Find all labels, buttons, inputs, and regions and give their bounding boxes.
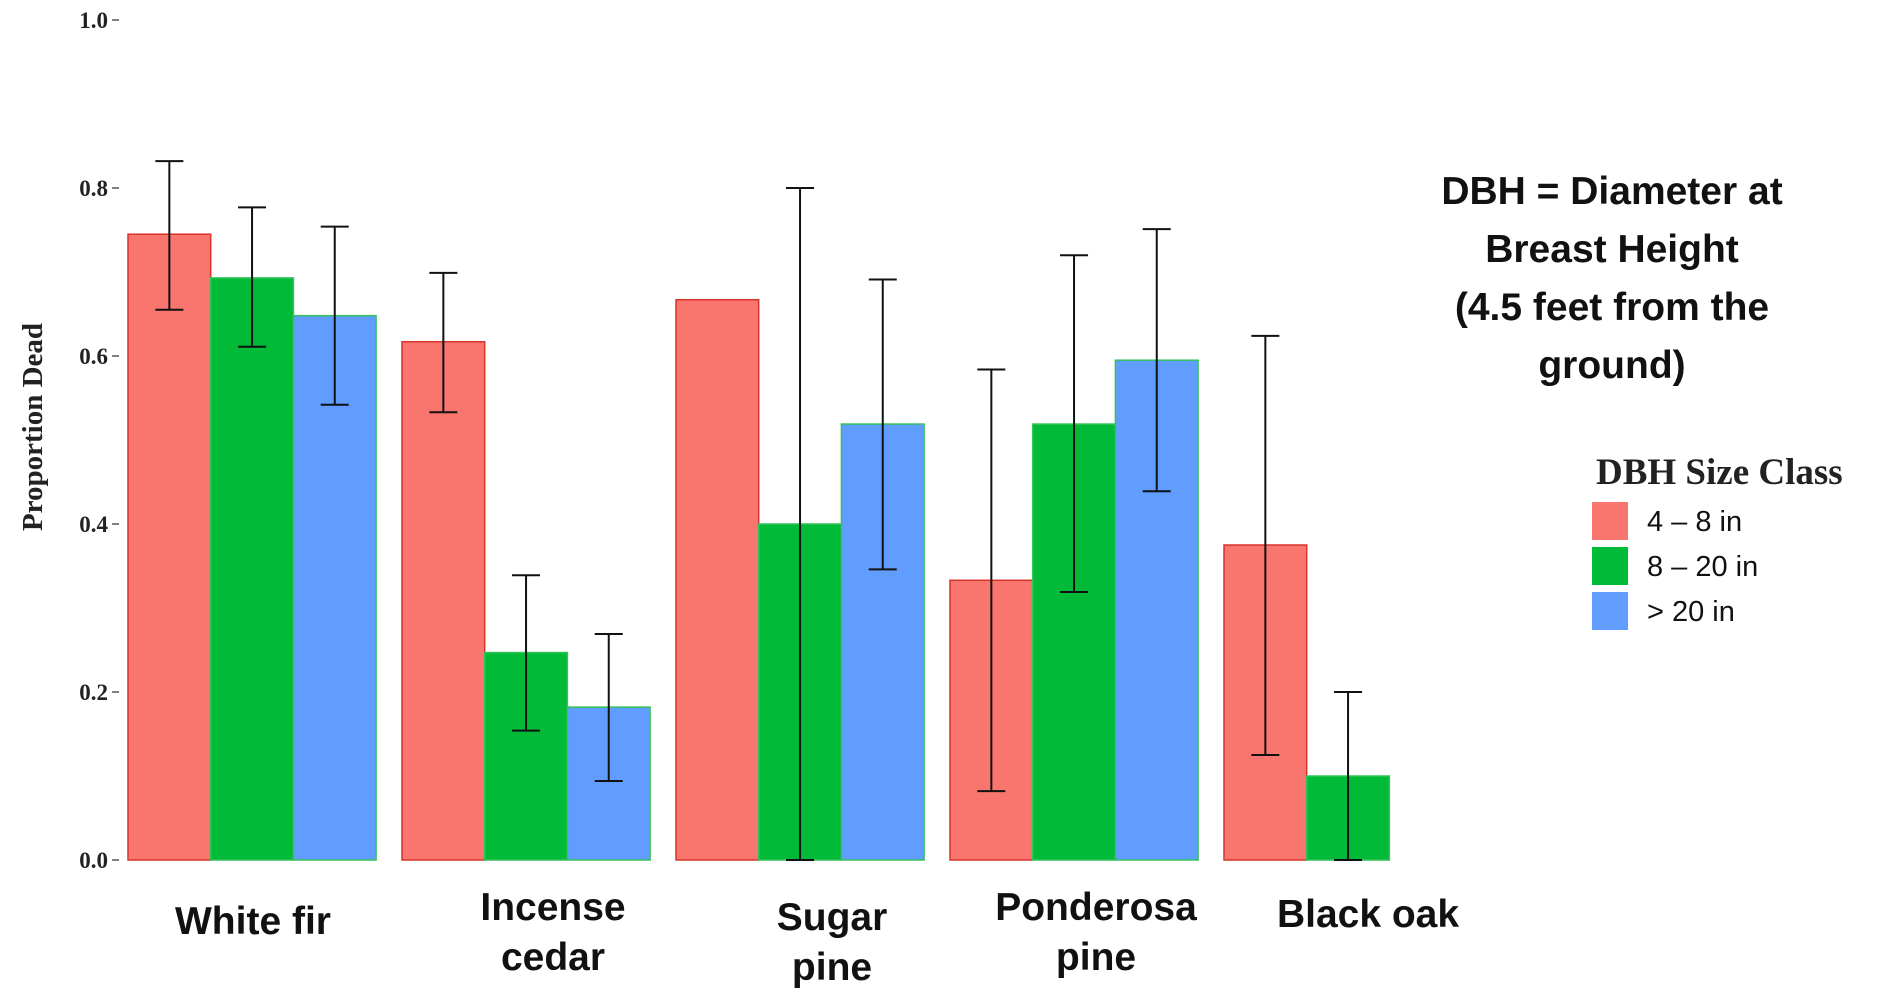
y-axis: 0.0 0.2 0.4 0.6 0.8 1.0 [79,8,119,873]
bar [209,277,295,861]
legend-label: 4 – 8 in [1647,506,1742,538]
category-label-line: White fir [175,900,331,943]
legend-label: > 20 in [1647,596,1735,628]
category-label-line: pine [792,946,872,989]
y-tick-label: 0.6 [79,344,108,369]
dbh-annotation-text: DBH = Diameter at Breast Height (4.5 feet … [1441,170,1782,387]
bar [292,314,377,861]
legend-swatch [1592,592,1628,630]
annotation-line: DBH = Diameter at [1441,170,1782,213]
y-tick-label: 0.8 [79,176,108,201]
category-label-line: Incense [480,886,625,929]
category-label-line: Black oak [1277,893,1459,936]
y-tick-label: 0.0 [79,848,108,873]
bar [401,340,486,861]
annotation-line: ground) [1538,344,1685,387]
y-tick-label: 0.2 [79,680,108,705]
category-label-line: Ponderosa [995,886,1197,929]
bars [127,233,1391,861]
category-label-line: Sugar [777,896,888,939]
category-label: Ponderosa pine [995,886,1197,979]
y-axis-label: Proportion Dead [17,323,49,531]
legend-title: DBH Size Class [1596,452,1843,493]
y-tick-label: 1.0 [79,8,108,33]
x-axis-labels: White fir Incense cedar Sugar pine Ponderosa p… [175,886,1459,989]
legend-swatch [1592,547,1628,585]
category-label: White fir [175,900,331,943]
annotation-line: Breast Height [1485,228,1739,271]
dbh-annotation: DBH = Diameter at Breast Height (4.5 feet … [1441,170,1782,387]
legend-swatch [1592,502,1628,540]
y-tick-label: 0.4 [79,512,108,537]
annotation-line: (4.5 feet from the [1455,286,1769,329]
bar [127,233,212,861]
category-label-line: cedar [501,936,605,979]
category-label: Black oak [1277,893,1459,936]
legend: DBH Size Class 4 – 8 in 8 – 20 in > 20 in [1592,452,1843,630]
category-label: Sugar pine [777,896,888,989]
category-label-line: pine [1056,936,1136,979]
category-label: Incense cedar [480,886,625,979]
bar [675,298,760,861]
error-bars [155,160,1363,861]
legend-label: 8 – 20 in [1647,551,1758,583]
